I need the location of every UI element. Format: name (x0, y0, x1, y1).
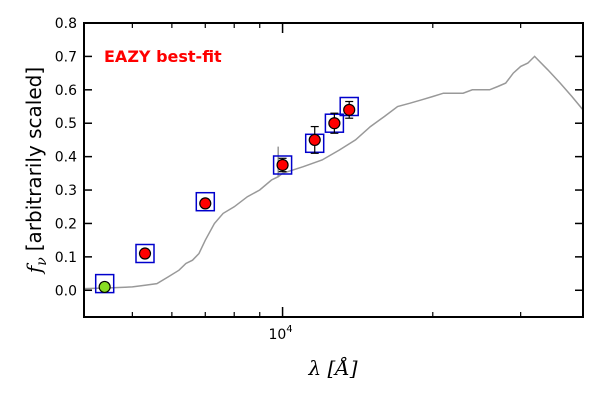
y-tick-label: 0.1 (55, 250, 77, 266)
data-point (98, 280, 111, 294)
svg-text:fν[arbitrarily scaled]: fν[arbitrarily scaled] (22, 67, 50, 275)
y-axis-label: fν[arbitrarily scaled] (22, 67, 50, 275)
y-tick-label: 0.6 (55, 83, 77, 99)
data-point (138, 247, 152, 260)
data-point (343, 103, 356, 116)
y-tick-label: 0.0 (55, 283, 77, 299)
model-flux-box (272, 155, 293, 175)
y-tick-label: 0.8 (55, 16, 77, 32)
data-point (276, 158, 289, 172)
model-flux-box (195, 191, 216, 212)
model-sed-line (83, 55, 584, 290)
y-tick-label: 0.7 (55, 49, 77, 65)
x-axis-label: λ [Å] (307, 355, 357, 380)
plot-content (83, 55, 584, 294)
y-axis-label-subscript: ν (34, 257, 50, 266)
y-tick-label: 0.2 (55, 216, 77, 232)
axes: 0.0 0.1 0.2 0.3 0.4 0.5 0.6 0.7 0.8 104 (55, 16, 584, 343)
model-flux-box (135, 243, 155, 264)
y-tick-label: 0.5 (55, 116, 77, 132)
y-tick-label: 0.4 (55, 150, 77, 166)
y-axis-label-text: [arbitrarily scaled] (22, 67, 46, 251)
data-point (308, 133, 321, 147)
x-tick-label: 104 (268, 324, 292, 343)
y-tick-label: 0.3 (55, 183, 77, 199)
plot-frame (83, 22, 584, 318)
data-point (199, 197, 212, 210)
data-point (328, 117, 341, 130)
chart-annotation: EAZY best-fit (104, 47, 222, 66)
